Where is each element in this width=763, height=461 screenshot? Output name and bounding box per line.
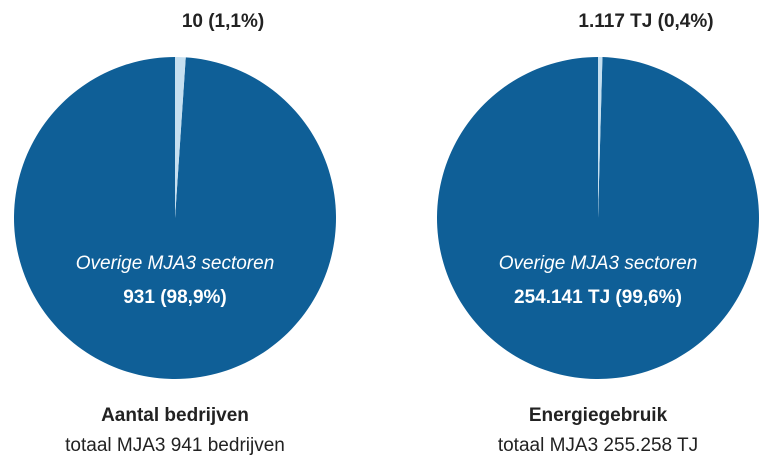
pie-slice <box>598 57 603 218</box>
pie-slice <box>13 57 337 379</box>
value-label: 254.141 TJ (99,6%) <box>514 287 682 308</box>
chart-subtitle: totaal MJA3 255.258 TJ <box>498 435 698 456</box>
value-label: 1.117 TJ (0,4%) <box>578 11 713 32</box>
chart-title: Energiegebruik <box>529 405 668 426</box>
pie-slice <box>437 57 760 379</box>
chart-title: Aantal bedrijven <box>101 405 249 426</box>
pie-slice <box>175 57 186 218</box>
slice-label: Overige MJA3 sectoren <box>76 253 275 274</box>
value-label: 931 (98,9%) <box>123 287 227 308</box>
value-label: 10 (1,1%) <box>182 11 264 32</box>
chart-subtitle: totaal MJA3 941 bedrijven <box>65 435 285 456</box>
slice-label: Overige MJA3 sectoren <box>499 253 698 274</box>
